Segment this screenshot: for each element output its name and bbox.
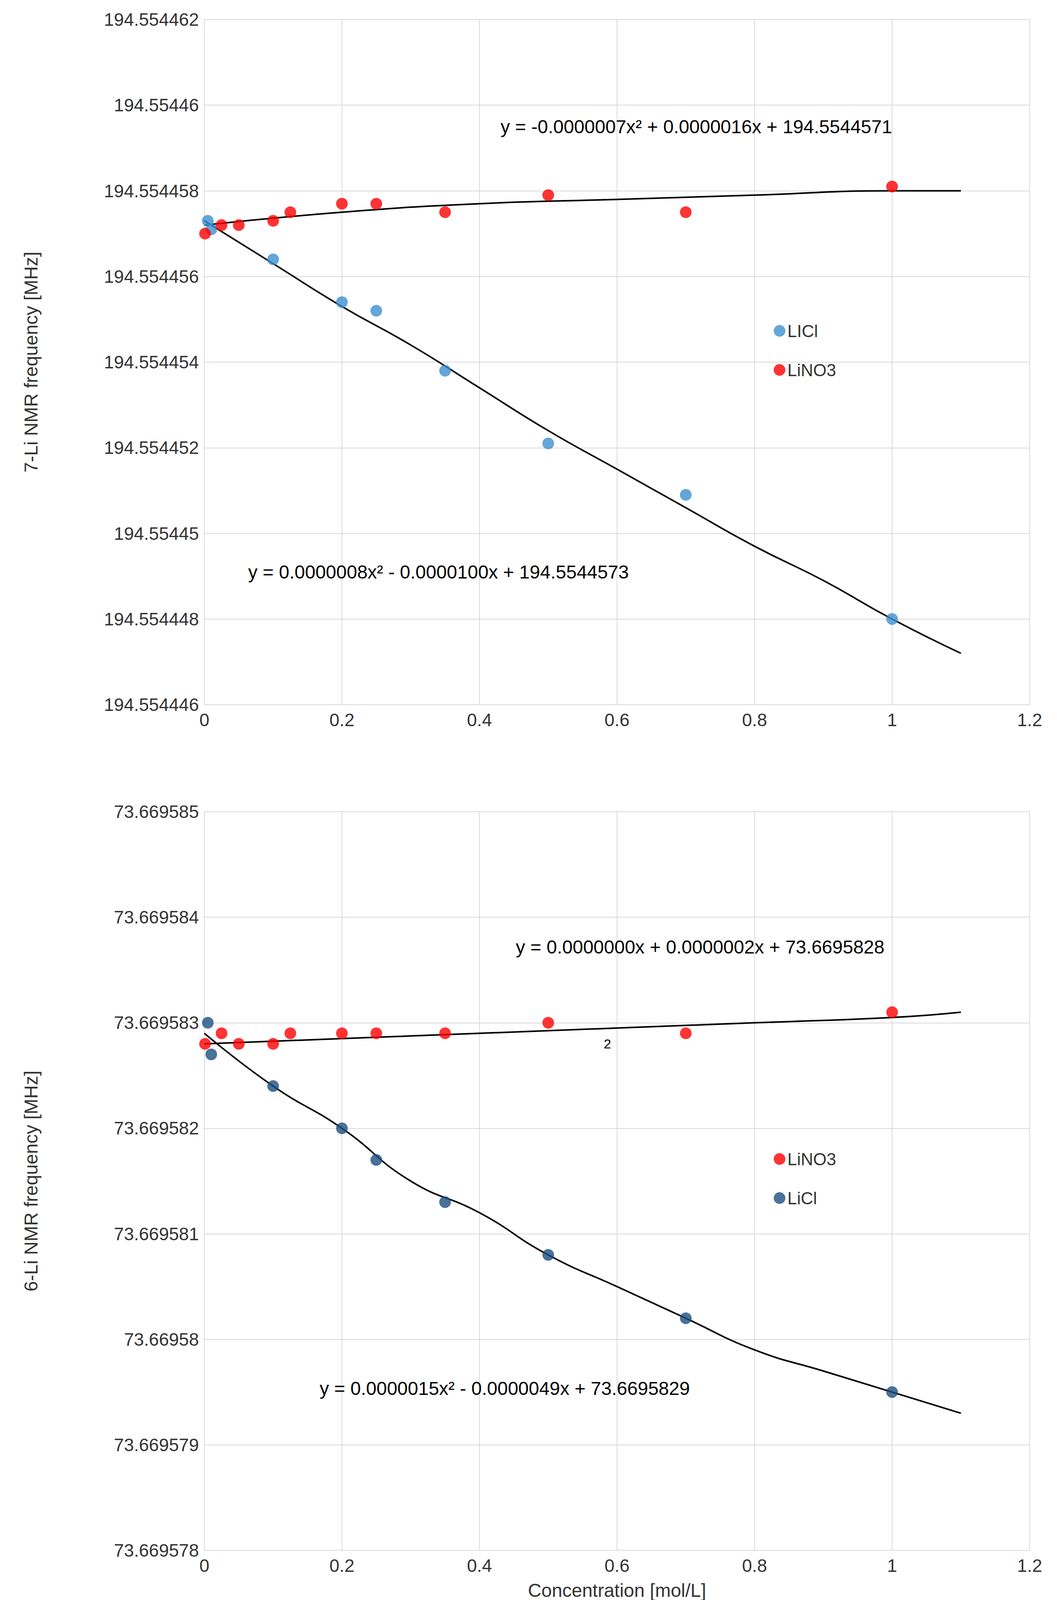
svg-text:194.554458: 194.554458 [103, 180, 199, 202]
svg-text:194.554454: 194.554454 [103, 352, 199, 373]
svg-text:0.2: 0.2 [329, 1555, 355, 1577]
svg-text:y = -0.0000007x² + 0.0000016x: y = -0.0000007x² + 0.0000016x + 194.5544… [500, 116, 893, 138]
svg-text:1: 1 [887, 710, 898, 731]
svg-text:0.8: 0.8 [742, 710, 768, 731]
svg-text:1.2: 1.2 [1017, 710, 1043, 731]
svg-text:0.6: 0.6 [604, 710, 630, 731]
svg-text:y = 0.0000015x² - 0.0000049x +: y = 0.0000015x² - 0.0000049x + 73.669582… [319, 1378, 690, 1400]
svg-text:2: 2 [603, 1036, 612, 1052]
svg-text:73.66958: 73.66958 [123, 1329, 199, 1351]
svg-text:LiNO3: LiNO3 [787, 360, 837, 380]
svg-text:73.669582: 73.669582 [114, 1118, 199, 1139]
svg-text:194.55445: 194.55445 [114, 523, 199, 544]
svg-text:0: 0 [199, 710, 210, 731]
svg-text:Concentration [mol/L]: Concentration [mol/L] [527, 1580, 707, 1600]
svg-text:194.554456: 194.554456 [103, 266, 199, 287]
svg-text:y = 0.0000008x² - 0.0000100x +: y = 0.0000008x² - 0.0000100x + 194.55445… [248, 561, 629, 583]
svg-text:LICl: LICl [787, 321, 818, 341]
svg-text:73.669579: 73.669579 [114, 1435, 199, 1456]
svg-text:73.669583: 73.669583 [114, 1012, 199, 1034]
svg-text:0.4: 0.4 [466, 710, 492, 731]
svg-text:0.2: 0.2 [329, 710, 355, 731]
svg-text:7-Li NMR frequency [MHz]: 7-Li NMR frequency [MHz] [20, 251, 42, 473]
svg-text:0.8: 0.8 [742, 1555, 768, 1577]
svg-text:0: 0 [199, 1555, 210, 1577]
svg-text:194.554462: 194.554462 [103, 9, 199, 30]
svg-text:6-Li NMR frequency [MHz]: 6-Li NMR frequency [MHz] [20, 1071, 42, 1292]
svg-text:194.554446: 194.554446 [103, 694, 199, 716]
svg-text:73.669584: 73.669584 [114, 907, 199, 928]
svg-text:1: 1 [887, 1555, 898, 1577]
svg-text:0.4: 0.4 [466, 1555, 492, 1577]
svg-text:194.554448: 194.554448 [103, 609, 199, 630]
svg-text:194.554452: 194.554452 [103, 437, 199, 458]
svg-text:73.669578: 73.669578 [114, 1540, 199, 1562]
svg-text:0.6: 0.6 [604, 1555, 630, 1577]
svg-text:194.55446: 194.55446 [114, 94, 199, 116]
svg-text:LiCl: LiCl [787, 1189, 818, 1209]
svg-text:LiNO3: LiNO3 [787, 1150, 837, 1170]
svg-text:73.669581: 73.669581 [114, 1224, 199, 1245]
svg-text:1.2: 1.2 [1017, 1555, 1043, 1577]
svg-text:73.669585: 73.669585 [114, 801, 199, 823]
svg-text:y = 0.0000000x + 0.0000002x +: y = 0.0000000x + 0.0000002x + 73.6695828 [515, 937, 885, 958]
